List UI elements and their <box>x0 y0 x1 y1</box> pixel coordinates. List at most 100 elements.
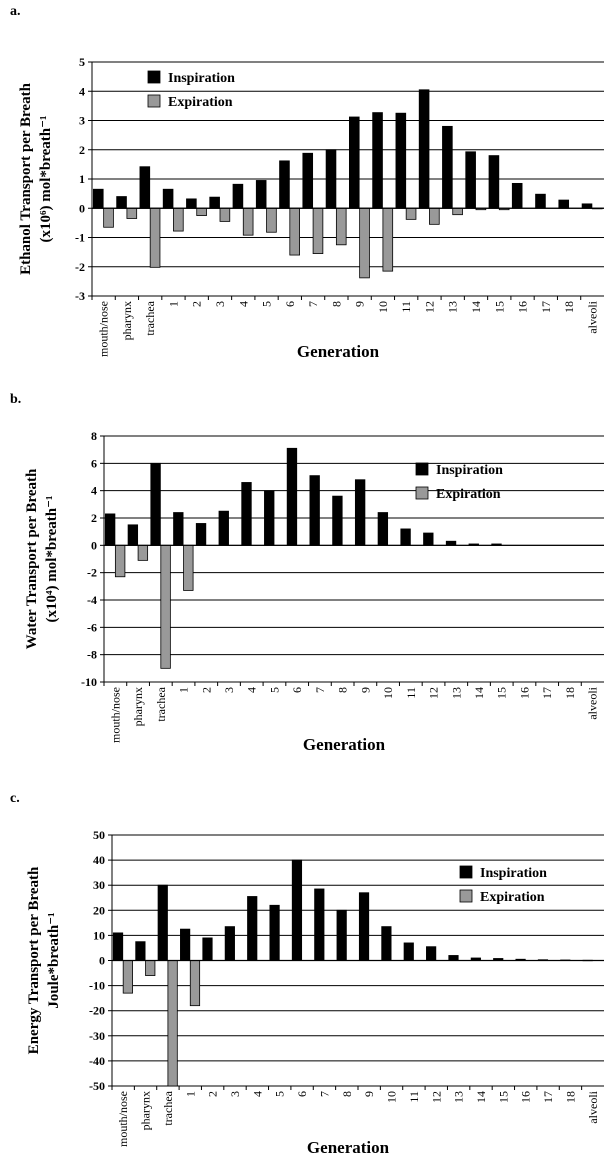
x-tick-label: 15 <box>495 687 509 699</box>
y-tick-label: 5 <box>79 55 85 69</box>
y-tick-label: -8 <box>87 648 97 662</box>
y-tick-label: 4 <box>91 484 97 498</box>
legend-label-inspiration: Inspiration <box>480 866 547 881</box>
x-tick-label: 13 <box>449 687 463 699</box>
legend-swatch-expiration <box>415 486 429 500</box>
y-tick-label: 2 <box>79 143 85 157</box>
y-tick-label: 50 <box>93 828 105 842</box>
legend-label-expiration: Expiration <box>168 95 233 110</box>
x-tick-label: 18 <box>563 1091 577 1103</box>
bar-inspiration <box>400 528 411 546</box>
x-tick-label: mouth/nose <box>97 301 111 357</box>
bar-expiration <box>335 207 347 246</box>
y-tick-label: -10 <box>89 979 105 993</box>
x-tick-label: 11 <box>404 687 418 699</box>
x-tick-label: alveoli <box>586 1090 600 1123</box>
x-tick-label: 14 <box>474 1091 488 1103</box>
bar-inspiration <box>104 513 116 546</box>
bar-inspiration <box>488 155 500 209</box>
bar-expiration <box>219 207 231 222</box>
bar-inspiration <box>423 532 434 546</box>
bar-inspiration <box>354 479 366 546</box>
x-tick-label: mouth/nose <box>108 687 122 743</box>
bar-expiration <box>242 207 254 236</box>
bar-expiration <box>405 207 417 220</box>
y-tick-label: 40 <box>93 853 105 867</box>
x-tick-label: 2 <box>199 687 213 693</box>
bar-expiration <box>167 960 178 1087</box>
bar-inspiration <box>224 926 235 961</box>
y-axis-title-line2: (x10⁶) mol*breath⁻¹ <box>38 115 54 242</box>
bar-inspiration <box>112 932 124 961</box>
legend-label-expiration: Expiration <box>480 890 545 905</box>
bar-inspiration <box>255 180 267 209</box>
bar-expiration <box>189 960 201 1007</box>
x-tick-label: mouth/nose <box>116 1091 130 1147</box>
x-tick-label: pharynx <box>120 301 134 340</box>
bar-inspiration <box>445 540 457 546</box>
y-tick-label: -2 <box>87 566 97 580</box>
x-tick-label: 3 <box>213 301 227 307</box>
bar-expiration <box>103 207 114 228</box>
y-tick-label: 0 <box>99 954 105 968</box>
x-tick-label: 6 <box>290 687 304 693</box>
y-tick-label: -20 <box>89 1004 105 1018</box>
bar-inspiration <box>139 166 151 209</box>
x-tick-label: 12 <box>422 301 436 313</box>
y-tick-label: -6 <box>87 620 97 634</box>
x-tick-label: 9 <box>358 687 372 693</box>
y-tick-label: -3 <box>75 289 85 303</box>
bar-inspiration <box>135 941 146 961</box>
bar-inspiration <box>195 523 207 546</box>
x-tick-label: 13 <box>446 301 460 313</box>
x-tick-label: 5 <box>267 687 281 693</box>
bar-expiration <box>160 544 171 669</box>
x-tick-label: 12 <box>427 687 441 699</box>
x-tick-label: 17 <box>539 301 553 313</box>
bar-inspiration <box>325 149 337 209</box>
y-axis-title-line1: Ethanol Transport per Breath <box>18 82 34 274</box>
x-tick-label: 6 <box>295 1091 309 1097</box>
panel-label-c: c. <box>10 791 20 806</box>
legend-swatch-expiration <box>459 889 473 903</box>
x-tick-label: 18 <box>562 301 576 313</box>
y-tick-label: 8 <box>91 429 97 443</box>
x-tick-label: 3 <box>228 1091 242 1097</box>
x-tick-label: 5 <box>260 301 274 307</box>
x-tick-label: 18 <box>563 687 577 699</box>
bar-inspiration <box>314 888 325 961</box>
y-tick-label: 10 <box>93 928 105 942</box>
x-tick-label: 4 <box>236 301 250 307</box>
x-tick-label: 1 <box>183 1091 197 1097</box>
x-tick-label: 10 <box>381 687 395 699</box>
bar-expiration <box>359 207 370 279</box>
bar-inspiration <box>511 182 523 209</box>
x-tick-label: 7 <box>317 1091 331 1097</box>
y-axis-title-line2: (x10⁴) mol*breath⁻¹ <box>44 495 60 622</box>
bar-expiration <box>114 544 126 578</box>
bar-inspiration <box>418 89 430 209</box>
x-tick-label: 9 <box>362 1091 376 1097</box>
bar-inspiration <box>186 198 197 209</box>
y-tick-label: -10 <box>81 675 97 689</box>
y-tick-label: 30 <box>93 878 105 892</box>
x-tick-label: 2 <box>206 1091 220 1097</box>
bar-inspiration <box>336 909 347 961</box>
legend-swatch-expiration <box>147 94 161 108</box>
x-tick-label: 4 <box>250 1091 264 1097</box>
x-tick-label: alveoli <box>586 686 600 719</box>
y-tick-label: 1 <box>79 172 85 186</box>
x-tick-label: 16 <box>517 687 531 699</box>
y-tick-label: 2 <box>91 511 97 525</box>
y-axis-title-line1: Water Transport per Breath <box>24 468 40 649</box>
bar-inspiration <box>291 859 303 961</box>
bar-inspiration <box>348 116 360 209</box>
bar-expiration <box>137 544 149 561</box>
bar-inspiration <box>247 896 258 961</box>
y-tick-label: -30 <box>89 1029 105 1043</box>
bar-inspiration <box>302 152 314 209</box>
bar-expiration <box>312 207 324 254</box>
bar-inspiration <box>162 188 174 209</box>
x-tick-label: 6 <box>283 301 297 307</box>
x-tick-label: trachea <box>154 686 168 721</box>
